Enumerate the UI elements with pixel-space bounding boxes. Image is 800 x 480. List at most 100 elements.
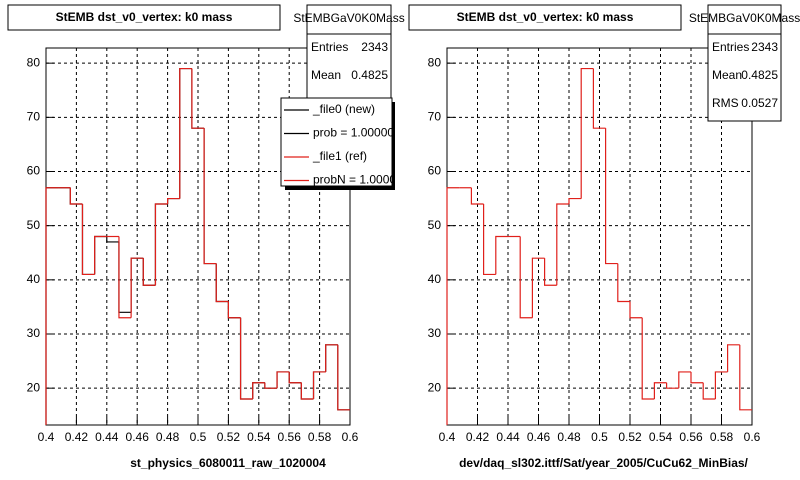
x-tick-label: 0.58 xyxy=(710,430,734,444)
histogram-bin xyxy=(191,68,205,129)
chart-title: StEMB dst_v0_vertex: k0 mass xyxy=(457,10,634,24)
histogram-bin xyxy=(714,371,728,399)
x-tick-label: 0.44 xyxy=(496,430,520,444)
stats-title: StEMBGaV0K0Mass xyxy=(293,11,404,25)
histogram-bin xyxy=(300,382,314,400)
x-tick-label: 0.5 xyxy=(591,430,608,444)
histogram-bin xyxy=(130,257,144,318)
histogram-bin xyxy=(45,187,59,425)
stats-label: Entries xyxy=(311,40,348,54)
stats-label: Mean xyxy=(311,68,341,82)
histogram-bin xyxy=(617,263,630,303)
stats-label: Entries xyxy=(712,40,749,54)
histogram-bin xyxy=(580,67,594,199)
y-tick-label: 70 xyxy=(27,110,41,124)
legend-note: probN = 1.00000 xyxy=(313,173,403,187)
x-tick-label: 0.44 xyxy=(95,430,119,444)
legend-note: prob = 1.000000 xyxy=(313,126,401,140)
x-tick-label: 0.48 xyxy=(156,430,180,444)
stats-box xyxy=(707,4,782,122)
histogram-bin xyxy=(312,371,326,399)
histogram-bin xyxy=(690,371,704,384)
histogram-bin xyxy=(118,236,132,319)
histogram-bin xyxy=(252,382,265,399)
stats-label: RMS xyxy=(712,96,739,110)
histogram-bin xyxy=(179,67,192,199)
x-tick-label: 0.46 xyxy=(126,430,150,444)
stats-value: 0.0527 xyxy=(741,96,778,110)
histogram-bin xyxy=(531,257,545,318)
y-tick-label: 30 xyxy=(428,326,442,340)
histogram-bin xyxy=(239,317,253,400)
histogram-bin xyxy=(641,317,655,400)
y-tick-label: 80 xyxy=(428,55,442,69)
y-tick-label: 30 xyxy=(27,326,41,340)
histogram-bin xyxy=(470,187,484,205)
y-tick-label: 60 xyxy=(27,164,41,178)
chart-title: StEMB dst_v0_vertex: k0 mass xyxy=(56,10,233,24)
x-tick-label: 0.54 xyxy=(649,430,673,444)
y-tick-label: 60 xyxy=(428,164,442,178)
histogram-bin xyxy=(446,187,460,425)
histogram-bin xyxy=(483,204,496,276)
x-tick-label: 0.6 xyxy=(744,430,761,444)
histogram-bin xyxy=(678,371,691,389)
y-tick-label: 80 xyxy=(27,55,41,69)
legend: _file0 (new) prob = 1.000000 _file1 (ref) p… xyxy=(284,102,403,187)
x-tick-label: 0.56 xyxy=(278,430,302,444)
title-box xyxy=(408,4,682,31)
histogram-bin xyxy=(167,197,180,204)
y-tick-label: 40 xyxy=(428,272,442,286)
histogram-bin xyxy=(337,344,350,411)
x-tick-label: 0.46 xyxy=(527,430,551,444)
histogram-bin xyxy=(288,371,302,384)
y-tick-label: 40 xyxy=(27,272,41,286)
legend-entry: _file0 (new) xyxy=(312,102,375,116)
x-tick-label: 0.52 xyxy=(217,430,241,444)
stats-value: 0.4825 xyxy=(741,68,778,82)
x-tick-label: 0.4 xyxy=(38,430,55,444)
histogram-bin xyxy=(629,301,643,319)
histogram-bin xyxy=(727,344,740,372)
histogram-bin xyxy=(154,203,168,286)
x-tick-label: 0.58 xyxy=(308,430,332,444)
stats-value: 0.4825 xyxy=(351,68,388,82)
histogram-bin xyxy=(94,235,107,275)
histogram-bin xyxy=(203,128,217,265)
x-tick-label: 0.52 xyxy=(618,430,642,444)
histogram-bin xyxy=(81,204,95,276)
histogram-bin xyxy=(519,236,533,319)
histogram-bin xyxy=(666,382,679,389)
histogram-bin xyxy=(69,187,83,205)
histogram-bin xyxy=(276,371,290,389)
histogram-bin xyxy=(142,258,156,286)
stats-value: 2343 xyxy=(751,40,778,54)
histogram-bin xyxy=(227,301,241,319)
x-axis-label: dev/daq_sl302.ittf/Sat/year_2005/CuCu62_… xyxy=(459,456,748,470)
x-tick-label: 0.56 xyxy=(679,430,703,444)
histogram-bin xyxy=(605,128,618,265)
stats-title: StEMBGaV0K0Mass xyxy=(689,11,800,25)
histogram-bin xyxy=(592,68,606,129)
x-tick-label: 0.48 xyxy=(557,430,581,444)
x-tick-label: 0.6 xyxy=(342,430,359,444)
x-tick-label: 0.42 xyxy=(466,430,490,444)
y-tick-label: 20 xyxy=(27,380,41,394)
y-tick-label: 70 xyxy=(428,110,442,124)
histogram-bin xyxy=(556,203,569,286)
legend-entry: _file1 (ref) xyxy=(312,149,367,163)
histogram-bin xyxy=(702,382,716,400)
title-box xyxy=(7,4,281,31)
histogram-bin xyxy=(325,344,338,372)
histogram-bin xyxy=(544,258,557,286)
histogram-bin xyxy=(264,382,278,389)
x-axis-label: st_physics_6080011_raw_1020004 xyxy=(130,456,326,470)
legend-box xyxy=(280,97,393,187)
x-tick-label: 0.42 xyxy=(65,430,89,444)
y-tick-label: 50 xyxy=(428,218,442,232)
x-tick-label: 0.5 xyxy=(190,430,207,444)
histogram-bin xyxy=(568,197,582,204)
